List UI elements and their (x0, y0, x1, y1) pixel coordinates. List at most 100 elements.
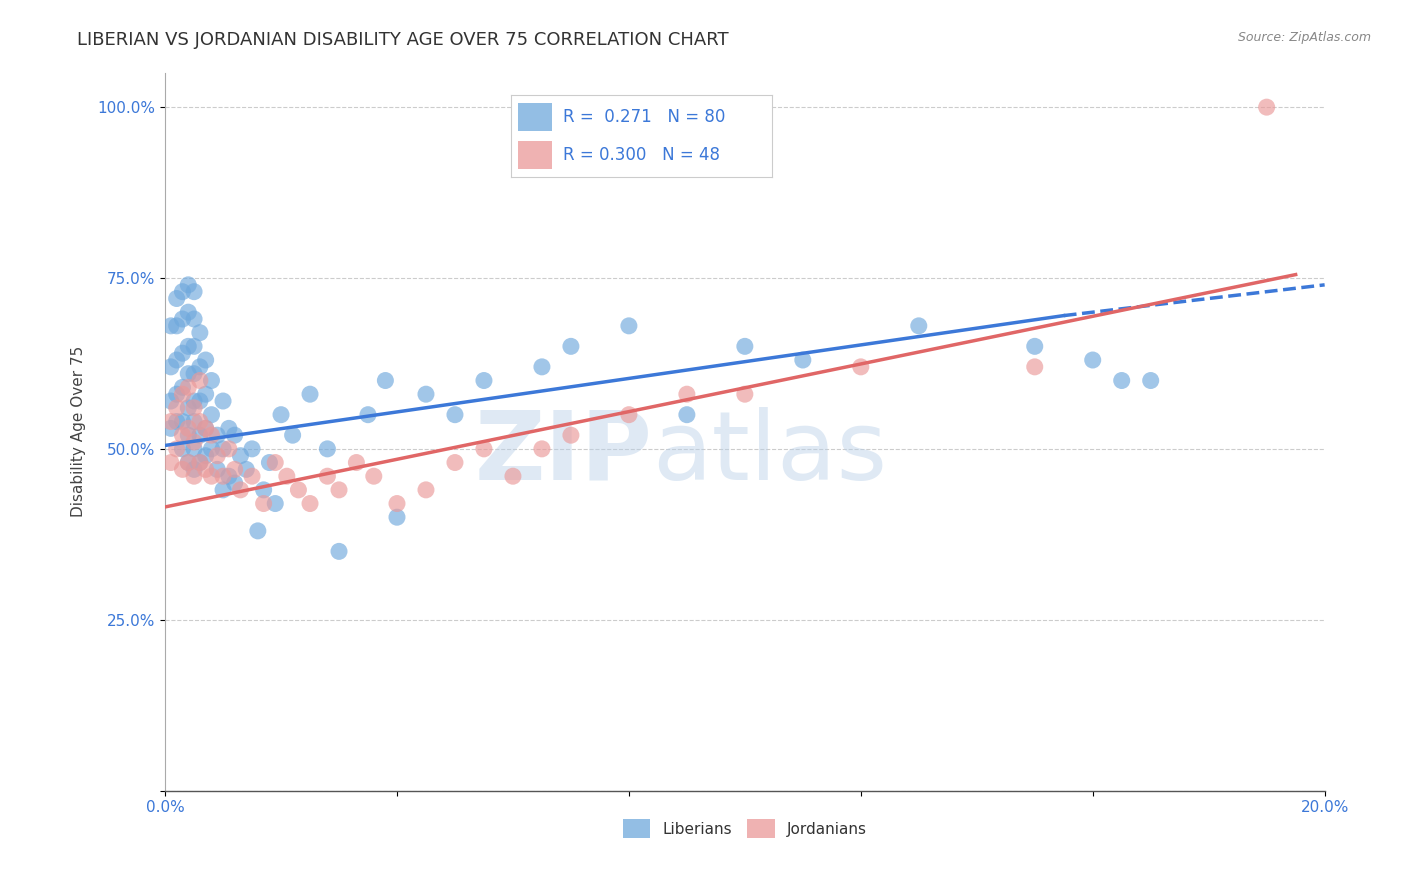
Jordanians (363, 469, 385, 483)
Liberians (444, 408, 467, 422)
Liberians (385, 510, 408, 524)
Liberians (172, 285, 194, 299)
Liberians (270, 408, 292, 422)
Liberians (194, 387, 217, 401)
Liberians (183, 462, 205, 476)
Jordanians (160, 415, 183, 429)
Liberians (224, 428, 246, 442)
Liberians (617, 318, 640, 333)
Jordanians (200, 428, 222, 442)
Liberians (374, 374, 396, 388)
Jordanians (218, 442, 240, 456)
Liberians (177, 339, 200, 353)
Liberians (188, 428, 211, 442)
Liberians (1139, 374, 1161, 388)
Jordanians (188, 456, 211, 470)
Liberians (792, 353, 814, 368)
Liberians (160, 421, 183, 435)
Liberians (298, 387, 321, 401)
Jordanians (188, 415, 211, 429)
Liberians (212, 442, 235, 456)
Jordanians (502, 469, 524, 483)
Y-axis label: Disability Age Over 75: Disability Age Over 75 (72, 346, 86, 517)
Liberians (530, 359, 553, 374)
Text: atlas: atlas (652, 407, 887, 500)
Liberians (200, 374, 222, 388)
Liberians (472, 374, 495, 388)
Liberians (253, 483, 276, 497)
Jordanians (160, 456, 183, 470)
Liberians (200, 442, 222, 456)
Text: LIBERIAN VS JORDANIAN DISABILITY AGE OVER 75 CORRELATION CHART: LIBERIAN VS JORDANIAN DISABILITY AGE OVE… (77, 31, 728, 49)
Jordanians (253, 497, 276, 511)
Liberians (207, 428, 229, 442)
Liberians (177, 277, 200, 292)
Liberians (415, 387, 437, 401)
Liberians (734, 339, 756, 353)
Jordanians (734, 387, 756, 401)
Liberians (200, 408, 222, 422)
Jordanians (177, 380, 200, 394)
Jordanians (188, 374, 211, 388)
Jordanians (172, 462, 194, 476)
Liberians (160, 318, 183, 333)
Liberians (560, 339, 582, 353)
Text: ZIP: ZIP (474, 407, 652, 500)
Liberians (676, 408, 699, 422)
Legend: Liberians, Jordanians: Liberians, Jordanians (617, 814, 873, 844)
Liberians (166, 415, 188, 429)
Liberians (235, 462, 257, 476)
Liberians (907, 318, 929, 333)
Liberians (218, 421, 240, 435)
Liberians (183, 415, 205, 429)
Liberians (207, 462, 229, 476)
Liberians (166, 318, 188, 333)
Jordanians (344, 456, 367, 470)
Jordanians (183, 401, 205, 415)
Liberians (177, 305, 200, 319)
Liberians (328, 544, 350, 558)
Jordanians (177, 456, 200, 470)
Liberians (259, 456, 281, 470)
Jordanians (472, 442, 495, 456)
Liberians (316, 442, 339, 456)
Liberians (172, 442, 194, 456)
Liberians (166, 353, 188, 368)
Liberians (172, 346, 194, 360)
Liberians (224, 476, 246, 491)
Jordanians (172, 428, 194, 442)
Liberians (264, 497, 287, 511)
Liberians (172, 312, 194, 326)
Jordanians (194, 462, 217, 476)
Jordanians (385, 497, 408, 511)
Liberians (188, 456, 211, 470)
Liberians (194, 449, 217, 463)
Jordanians (1256, 100, 1278, 114)
Liberians (188, 394, 211, 409)
Liberians (166, 387, 188, 401)
Jordanians (560, 428, 582, 442)
Liberians (212, 394, 235, 409)
Jordanians (316, 469, 339, 483)
Jordanians (276, 469, 298, 483)
Liberians (183, 285, 205, 299)
Liberians (177, 456, 200, 470)
Liberians (229, 449, 252, 463)
Jordanians (240, 469, 263, 483)
Liberians (166, 292, 188, 306)
Liberians (177, 428, 200, 442)
Jordanians (183, 435, 205, 450)
Jordanians (415, 483, 437, 497)
Liberians (183, 442, 205, 456)
Jordanians (166, 442, 188, 456)
Jordanians (849, 359, 872, 374)
Liberians (160, 359, 183, 374)
Jordanians (617, 408, 640, 422)
Liberians (194, 421, 217, 435)
Liberians (1111, 374, 1133, 388)
Jordanians (200, 469, 222, 483)
Jordanians (287, 483, 309, 497)
Liberians (183, 312, 205, 326)
Jordanians (212, 469, 235, 483)
Jordanians (328, 483, 350, 497)
